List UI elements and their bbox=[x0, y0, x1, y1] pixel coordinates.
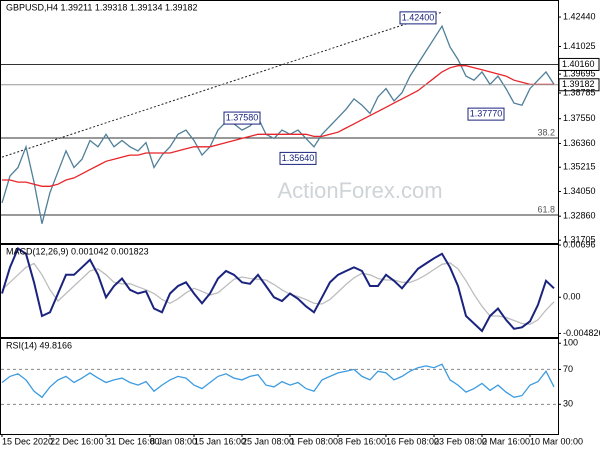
x-tick-label: 25 Jan 08:00 bbox=[242, 436, 294, 446]
annotation-label: 1.35640 bbox=[282, 153, 315, 163]
series-line bbox=[1, 262, 555, 325]
x-tick-label: 31 Dec 16:00 bbox=[106, 436, 160, 446]
x-tick-label: 2 Mar 16:00 bbox=[482, 436, 530, 446]
annotation-box bbox=[223, 111, 261, 125]
panel-frame bbox=[0, 0, 559, 244]
x-tick-label: 8 Jan 08:00 bbox=[150, 436, 197, 446]
x-tick-label: 23 Feb 08:00 bbox=[434, 436, 487, 446]
series-line bbox=[2, 65, 554, 187]
y-tick-label: 1.39695 bbox=[563, 68, 596, 78]
y-tick-label: 0.00 bbox=[563, 292, 581, 302]
annotation-box bbox=[279, 151, 317, 165]
fib-label: 61.8 bbox=[537, 204, 555, 214]
y-tick-label: 1.34050 bbox=[563, 186, 596, 196]
y-tick-label: 1.42440 bbox=[563, 11, 596, 21]
panel-title: MACD(12,26,9) 0.001042 0.001823 bbox=[6, 246, 149, 256]
panel-title: RSI(14) 49.8166 bbox=[6, 340, 72, 350]
y-tick-label: 1.36360 bbox=[563, 138, 596, 148]
y-tick-label: 100 bbox=[563, 338, 578, 348]
panel-frame bbox=[0, 244, 559, 338]
level-label: 1.39182 bbox=[562, 79, 595, 89]
series-line bbox=[1, 247, 555, 333]
y-tick-label: 70 bbox=[563, 364, 573, 374]
watermark: ActionForex.com bbox=[277, 178, 442, 203]
annotation-box bbox=[467, 107, 505, 121]
y-tick-label: 1.31705 bbox=[563, 235, 596, 245]
y-tick-label: 1.35215 bbox=[563, 162, 596, 172]
annotation-label: 1.37580 bbox=[226, 112, 259, 122]
y-tick-label: -0.004826 bbox=[563, 328, 600, 338]
series-line bbox=[1, 363, 555, 399]
trend-line bbox=[1, 11, 443, 158]
x-tick-label: 15 Dec 2020 bbox=[2, 436, 53, 446]
x-tick-label: 22 Dec 16:00 bbox=[50, 436, 104, 446]
annotation-label: 1.37770 bbox=[470, 108, 503, 118]
panel-frame bbox=[0, 338, 559, 435]
y-tick-label: 1.32860 bbox=[563, 211, 596, 221]
x-tick-label: 16 Feb 08:00 bbox=[386, 436, 439, 446]
y-tick-label: 1.37550 bbox=[563, 113, 596, 123]
x-tick-label: 8 Feb 16:00 bbox=[338, 436, 386, 446]
panel-title: GBPUSD,H4 1.39211 1.39318 1.39134 1.3918… bbox=[6, 2, 197, 12]
annotation-box bbox=[399, 11, 437, 25]
annotation-label: 1.42400 bbox=[402, 12, 435, 22]
y-tick-label: 1.41025 bbox=[563, 41, 596, 51]
level-box bbox=[558, 78, 600, 92]
x-tick-label: 15 Jan 16:00 bbox=[194, 436, 246, 446]
fib-label: 38.2 bbox=[537, 127, 555, 137]
y-tick-label: 30 bbox=[563, 399, 573, 409]
y-tick-label: 0.00696 bbox=[563, 239, 596, 249]
x-tick-label: 10 Mar 00:00 bbox=[530, 436, 583, 446]
y-tick-label: 1.38785 bbox=[563, 87, 596, 97]
level-box bbox=[558, 57, 600, 71]
level-label: 1.40160 bbox=[562, 59, 595, 69]
x-tick-label: 1 Feb 08:00 bbox=[290, 436, 338, 446]
